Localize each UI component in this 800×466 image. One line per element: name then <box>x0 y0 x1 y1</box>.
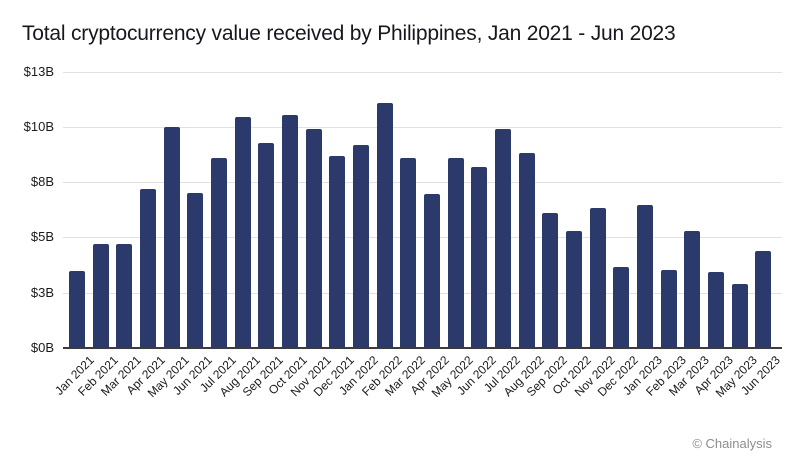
y-tick-label: $13B <box>23 63 54 79</box>
chart-bar-feb-2022 <box>376 102 393 348</box>
chart-bar-may-2022 <box>447 157 464 348</box>
chart-bar-jan-2021 <box>68 270 85 348</box>
chart-bar-mar-2021 <box>116 244 133 348</box>
chart-bar-jan-2022 <box>352 144 369 348</box>
chart-bar-mar-2022 <box>400 157 417 348</box>
chart-bar-aug-2022 <box>518 153 535 348</box>
gridline <box>63 126 782 128</box>
chart-bar-jun-2023 <box>755 250 772 348</box>
chart-bar-oct-2021 <box>281 114 298 348</box>
chart-bar-oct-2022 <box>565 230 582 348</box>
y-tick-label: $8B <box>30 174 54 190</box>
chart-bar-feb-2023 <box>660 269 677 348</box>
chart-bar-nov-2022 <box>589 207 606 348</box>
y-tick-label: $0B <box>30 340 54 355</box>
chart-bar-jun-2022 <box>471 166 488 348</box>
chart-bar-dec-2021 <box>329 155 346 348</box>
chart-title: Total cryptocurrency value received by P… <box>22 22 676 45</box>
chart-bar-may-2021 <box>163 126 180 348</box>
y-tick-label: $10B <box>23 118 54 134</box>
chart-bar-jul-2021 <box>210 157 227 348</box>
chart-bar-sep-2021 <box>258 143 275 348</box>
gridline <box>63 292 782 294</box>
attribution-text: © Chainalysis <box>692 436 772 451</box>
chart-bar-jan-2023 <box>636 205 653 348</box>
chart-bar-may-2023 <box>731 283 748 348</box>
gridline <box>63 71 782 73</box>
gridline <box>63 182 782 184</box>
chart-bar-apr-2021 <box>139 188 156 348</box>
chart-bar-nov-2021 <box>305 129 322 348</box>
gridline <box>63 237 782 239</box>
chart-bar-sep-2022 <box>542 213 559 348</box>
chart-bar-apr-2022 <box>423 194 440 348</box>
chart-bar-apr-2023 <box>707 271 724 348</box>
chart-bar-dec-2022 <box>613 267 630 348</box>
chart-bar-jul-2022 <box>494 129 511 348</box>
chart-bar-aug-2021 <box>234 116 251 348</box>
y-tick-label: $3B <box>30 284 54 300</box>
chart-bar-feb-2021 <box>92 244 109 348</box>
y-tick-label: $5B <box>30 229 54 245</box>
chart-bar-mar-2023 <box>684 230 701 348</box>
chart-bar-jun-2021 <box>187 193 204 348</box>
x-axis-line <box>63 347 782 349</box>
